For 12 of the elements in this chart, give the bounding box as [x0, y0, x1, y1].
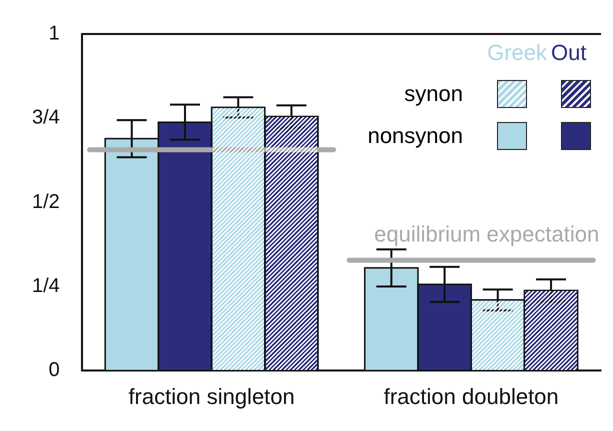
y-tick-label: 1	[48, 22, 60, 45]
ref-line-label: equilibrium expectation	[374, 221, 600, 246]
x-tick-label: fraction doubleton	[384, 384, 559, 409]
annotation: Out	[551, 40, 586, 66]
y-tick-label: 1/2	[32, 190, 60, 213]
annotation: Greek	[487, 40, 547, 66]
y-tick-label: 3/4	[32, 106, 60, 129]
legend-label: synon	[404, 81, 463, 107]
legend-label: nonsynon	[368, 123, 463, 149]
y-tick-label: 0	[48, 359, 60, 382]
y-tick-label: 1/4	[32, 274, 60, 297]
x-tick-label: fraction singleton	[128, 384, 295, 409]
